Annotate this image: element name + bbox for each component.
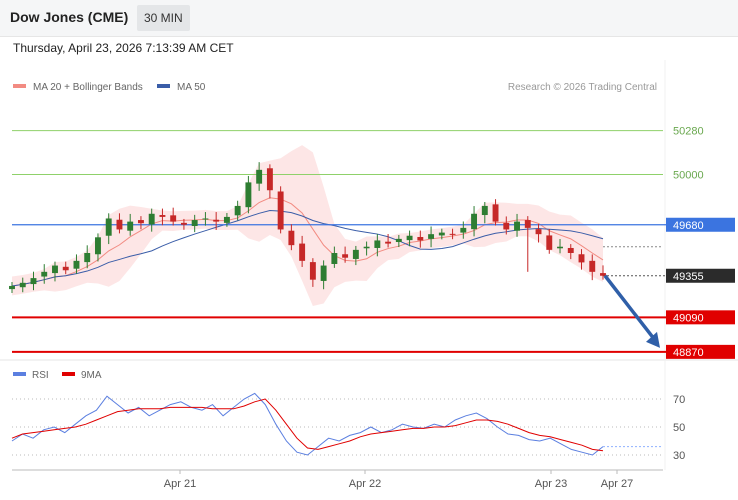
candle-body [567,247,574,253]
candle-body [374,240,381,248]
candle-body [309,262,316,280]
candle-body [30,278,37,285]
candle-body [41,271,48,277]
candle-body [180,222,187,225]
candle-body [428,234,435,239]
rsi-line [11,392,604,456]
candle-body [9,285,15,290]
candle-body [256,169,263,184]
forecast-arrowhead [646,331,660,348]
candle-body [277,191,284,230]
candle-body [492,204,499,222]
candle-body [73,260,80,269]
rsi-tick-label: 30 [673,450,685,462]
candle-body [557,246,563,249]
candle-body [406,235,413,241]
rsi-legend-swatch [13,372,26,376]
candle-body [342,254,349,258]
rsi-legend-label: RSI [32,370,49,381]
candle-body [234,205,241,216]
candle-body [481,205,488,216]
level-label: 49090 [673,312,704,324]
candle-body [363,246,370,249]
instrument-title: Dow Jones (CME) [10,9,129,25]
candle-body [191,220,198,227]
x-tick-label: Apr 27 [601,478,633,490]
ma20-line [11,197,604,287]
candle-body [266,168,273,191]
candle-body [202,218,209,220]
x-tick-label: Apr 23 [535,478,567,490]
candle-body [471,213,478,230]
x-tick-label: Apr 22 [349,478,381,490]
level-label: 49355 [673,271,704,283]
candle-body [352,249,359,259]
rsi-tick-label: 50 [673,422,685,434]
candle-body [395,238,402,243]
candle-body [460,227,467,233]
candle-body [438,232,445,236]
x-tick-label: Apr 21 [164,478,196,490]
candle-body [105,218,112,236]
level-label: 50000 [673,170,704,182]
level-tag [666,217,735,232]
candle-body [95,237,101,255]
candle-body [84,253,91,263]
candle-body [245,182,252,208]
candle-body [159,215,166,217]
rsi-legend-label: 9MA [81,370,102,381]
level-label: 50280 [673,126,704,138]
rsi-ma-line [11,398,604,452]
credit-text: Research © 2026 Trading Central [508,82,657,93]
candle-body [148,213,155,225]
candle-body [170,215,177,222]
legend-label: MA 50 [177,82,206,93]
candle-body [503,222,510,230]
candle-body [213,219,220,222]
candle-body [223,216,230,223]
candle-body [299,243,306,261]
legend-swatch [13,84,26,88]
candle-body [116,219,123,230]
candle-body [535,229,542,235]
candle-body [288,230,295,246]
candle-body [524,220,531,228]
candle-body [600,273,606,276]
candle-body [417,236,424,241]
level-tag [666,344,735,359]
level-label: 49680 [673,220,704,232]
timestamp: Thursday, April 23, 2026 7:13:39 AM CET [13,41,234,55]
candle-body [19,282,26,288]
candle-body [137,220,144,224]
candle-body [514,221,520,231]
candle-body [546,235,553,250]
candle-body [578,254,585,263]
top-bar: Dow Jones (CME) 30 MIN [0,0,738,37]
rsi-tick-label: 70 [673,394,685,406]
level-label: 48870 [673,347,704,359]
forecast-arrow [603,274,656,340]
legend-swatch [157,84,170,88]
candle-body [385,241,392,244]
candle-body [62,266,69,271]
candle-body [589,260,596,272]
level-tag [666,310,735,325]
candle-body [127,221,134,231]
ma50-line [11,210,604,287]
candle-body [331,253,338,264]
candle-body [320,265,327,281]
legend-label: MA 20 + Bollinger Bands [33,82,143,93]
candle-body [449,233,456,235]
timeframe-button[interactable]: 30 MIN [137,5,190,31]
last-price-tag [666,268,735,283]
rsi-legend-swatch [62,372,75,376]
candle-body [52,265,58,274]
bollinger-band [12,145,603,306]
